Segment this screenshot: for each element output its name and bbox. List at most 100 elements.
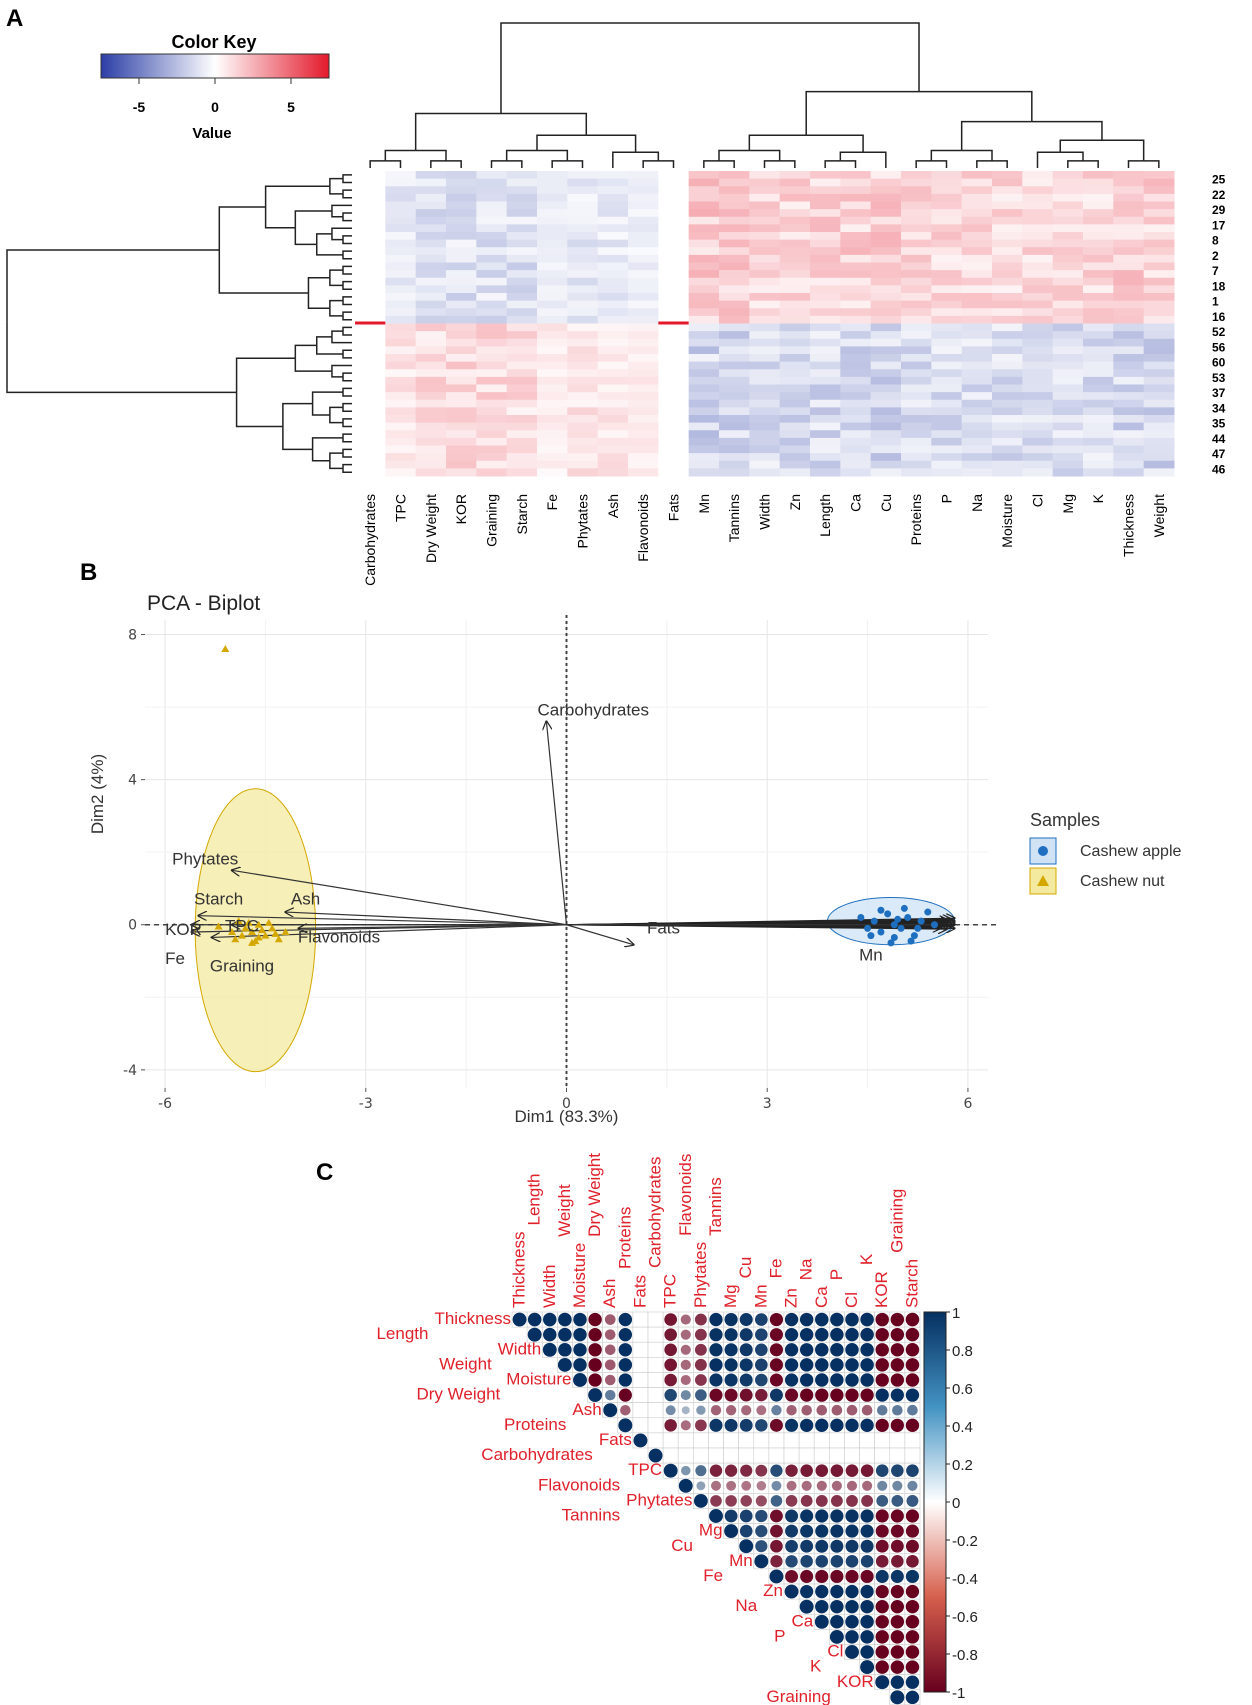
- heatmap-column-label: Ca: [848, 494, 864, 512]
- heatmap-cell: [810, 300, 841, 309]
- variable-arrow: [199, 916, 567, 926]
- heatmap-cell: [628, 445, 659, 454]
- heatmap-row-label: 29: [1212, 203, 1226, 217]
- heatmap-cell: [870, 338, 902, 347]
- row-dendrogram-branch: [329, 299, 344, 309]
- heatmap-cell: [992, 216, 1023, 225]
- heatmap-cell: [1052, 178, 1084, 187]
- heatmap-cell: [446, 262, 477, 271]
- heatmap-cell: [658, 407, 690, 416]
- column-dendrogram-branch: [1059, 139, 1102, 153]
- heatmap-cell: [901, 361, 932, 370]
- heatmap-column-label: Zn: [787, 494, 803, 510]
- row-dendrogram-branch: [316, 233, 332, 245]
- heatmap-cell: [597, 323, 629, 332]
- heatmap-cell: [567, 361, 599, 370]
- heatmap-cell: [1052, 300, 1084, 309]
- heatmap-cell: [961, 193, 993, 202]
- row-dendrogram-branch: [342, 407, 352, 412]
- heatmap-cell: [961, 300, 993, 309]
- heatmap-cell: [931, 346, 963, 355]
- heatmap-cell: [597, 392, 629, 401]
- row-dendrogram-branch: [342, 387, 352, 393]
- heatmap-cell: [1113, 453, 1145, 462]
- corr-row-label: Dry Weight: [416, 1385, 500, 1404]
- heatmap-cell: [476, 270, 508, 279]
- heatmap-cell: [779, 254, 811, 263]
- heatmap-cell: [446, 193, 477, 202]
- heatmap-cell: [1052, 285, 1084, 294]
- corr-circle: [786, 1480, 797, 1491]
- heatmap-cell: [628, 232, 659, 241]
- sample-point-cashew-apple: [877, 906, 885, 914]
- heatmap-cell: [840, 308, 872, 317]
- x-tick-label: 6: [963, 1096, 972, 1112]
- heatmap-cell: [506, 201, 538, 210]
- heatmap-cell: [597, 384, 629, 393]
- heatmap-cell: [1143, 239, 1175, 248]
- corr-circle: [892, 1480, 903, 1491]
- corr-circle: [771, 1480, 782, 1491]
- row-dendrogram-branch: [311, 403, 330, 416]
- sample-point-cashew-apple: [930, 921, 938, 929]
- heatmap-cell: [415, 293, 447, 302]
- sample-point-cashew-nut: [244, 918, 253, 926]
- heatmap-cell: [537, 331, 568, 340]
- heatmap-cell: [658, 376, 690, 385]
- heatmap-cell: [658, 285, 690, 294]
- sample-point-cashew-apple: [867, 932, 875, 940]
- heatmap-cell: [1113, 369, 1145, 378]
- heatmap-cell: [992, 277, 1023, 286]
- corr-cell: [708, 1447, 724, 1464]
- heatmap-cell: [1113, 209, 1145, 218]
- corr-circle: [830, 1464, 844, 1477]
- heatmap-cell: [1022, 354, 1054, 363]
- heatmap-cell: [1022, 399, 1054, 408]
- heatmap-cell: [355, 171, 386, 180]
- corr-circle: [696, 1405, 706, 1415]
- corr-circle: [860, 1373, 874, 1387]
- corr-cell: [813, 1432, 830, 1449]
- corr-circle: [845, 1343, 859, 1357]
- heatmap-cell: [385, 415, 417, 424]
- corr-circle: [831, 1404, 843, 1416]
- y-tick-label: 8: [128, 628, 137, 644]
- corr-circle: [845, 1630, 859, 1644]
- corr-circle: [664, 1373, 677, 1387]
- corr-circle: [845, 1555, 859, 1568]
- heatmap-cell: [779, 460, 811, 469]
- heatmap-cell: [1143, 384, 1175, 393]
- corr-circle: [905, 1615, 920, 1629]
- heatmap-cell: [567, 224, 599, 233]
- corr-cell: [632, 1326, 649, 1343]
- corr-circle: [905, 1645, 920, 1659]
- heatmap-cell: [1022, 407, 1054, 416]
- corr-circle: [815, 1373, 829, 1387]
- corr-circle: [588, 1388, 603, 1403]
- heatmap-cell: [628, 376, 659, 385]
- heatmap-cell: [779, 216, 811, 225]
- heatmap-cell: [597, 300, 629, 309]
- heatmap-cell: [506, 384, 538, 393]
- heatmap-cell: [658, 262, 690, 271]
- heatmap-cell: [658, 216, 690, 225]
- heatmap-cell: [870, 193, 902, 202]
- corr-row-label: Na: [735, 1596, 757, 1615]
- heatmap-cell: [1052, 369, 1084, 378]
- row-dendrogram-branch: [342, 326, 352, 332]
- heatmap-cell: [840, 422, 872, 431]
- heatmap-cell: [415, 315, 447, 324]
- heatmap-cell: [537, 209, 568, 218]
- heatmap-cell: [385, 186, 417, 195]
- colorbar-tick-label: 0: [952, 1495, 960, 1512]
- heatmap-cell: [446, 277, 477, 286]
- heatmap-cell: [1083, 315, 1114, 324]
- heatmap-cell: [1143, 407, 1175, 416]
- heatmap-cell: [1022, 323, 1054, 332]
- heatmap-cell: [719, 468, 750, 477]
- heatmap-cell: [385, 399, 417, 408]
- heatmap-cell: [688, 331, 720, 340]
- heatmap-cell: [961, 232, 993, 241]
- heatmap-cell: [476, 186, 508, 195]
